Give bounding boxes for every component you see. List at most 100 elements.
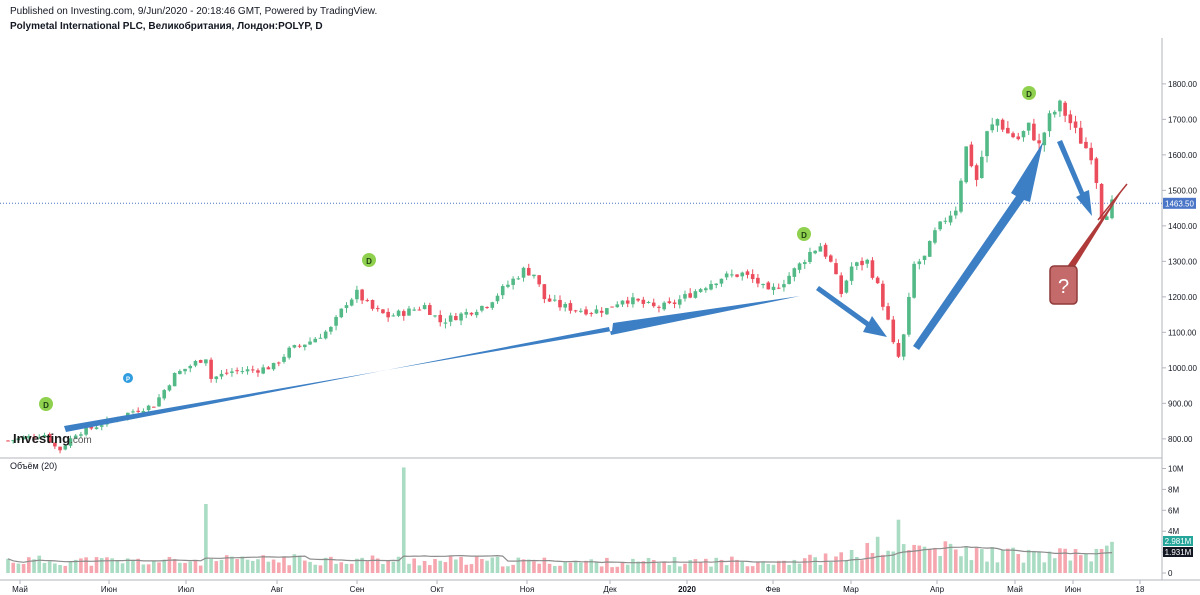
volume-bar (125, 558, 130, 573)
candle-body (922, 255, 927, 261)
candle-body (287, 347, 292, 358)
candle-body (172, 373, 177, 387)
march-drop-arrow (816, 286, 887, 337)
candle-body (1011, 133, 1015, 138)
candle-body (68, 438, 73, 446)
candle-body (959, 180, 963, 212)
volume-bar (428, 565, 432, 573)
candle-body (365, 300, 370, 302)
svg-text:D: D (43, 401, 49, 410)
candle-body (360, 289, 364, 301)
price-tick-label: 1000.00 (1168, 364, 1197, 373)
candle-body (256, 370, 260, 373)
candle-body (552, 299, 557, 301)
volume-bar (485, 560, 489, 573)
candle-body (917, 261, 922, 265)
volume-bar (943, 541, 948, 573)
candle-body (438, 314, 443, 323)
time-tick-label: Мар (843, 585, 859, 594)
volume-bar (474, 556, 479, 573)
volume-bar (584, 560, 588, 573)
price-tick-label: 1500.00 (1168, 186, 1197, 195)
candle-body (73, 435, 78, 439)
volume-bar (391, 561, 396, 573)
volume-bar (808, 554, 812, 573)
volume-bar (672, 557, 677, 573)
volume-bar (261, 555, 265, 573)
volume-bar (615, 566, 620, 573)
svg-text:D: D (801, 231, 807, 240)
candle-body (391, 315, 396, 317)
question-callout (1049, 265, 1078, 305)
candle-body (1032, 123, 1036, 141)
volume-bar (370, 555, 375, 573)
svg-text:D: D (366, 257, 372, 266)
volume-bar (344, 563, 349, 573)
candle-body (719, 278, 724, 284)
volume-bar (745, 566, 750, 573)
volume-bar (980, 549, 984, 573)
time-tick-label: Июн (1065, 585, 1081, 594)
candle-body (146, 405, 151, 411)
volume-bar (1068, 560, 1073, 573)
candle-body (334, 316, 338, 326)
candle-body (266, 367, 271, 370)
candle-body (672, 302, 677, 305)
candle-body (370, 300, 375, 309)
candle-body (1016, 136, 1021, 140)
candle-body (693, 291, 698, 298)
volume-bar (896, 519, 901, 573)
volume-bar (1063, 548, 1067, 573)
candle-body (42, 435, 47, 438)
volume-bar (454, 559, 458, 573)
volume-bar (610, 567, 614, 573)
candle-body (188, 365, 193, 369)
candle-body (219, 373, 224, 377)
candle-body (375, 308, 380, 310)
candle-body (1078, 127, 1083, 144)
candle-body (558, 299, 562, 308)
candle-body (828, 255, 833, 262)
volume-bar (1037, 551, 1041, 573)
volume-bar (21, 563, 26, 573)
candle-body (1000, 119, 1005, 130)
time-tick-label: Июн (101, 585, 117, 594)
volume-bar (938, 556, 942, 573)
volume-bar (230, 556, 234, 573)
candle-body (792, 268, 797, 277)
candle-body (745, 271, 750, 275)
volume-bar (323, 557, 328, 573)
volume-bar (860, 560, 864, 573)
volume-bar (1058, 548, 1062, 573)
candle-body (407, 308, 411, 316)
svg-text:P: P (126, 377, 130, 383)
svg-text:Investing.com: Investing.com (13, 431, 92, 446)
volume-bar (797, 563, 802, 573)
volume-bar (709, 566, 713, 573)
candle-body (396, 310, 401, 316)
candle-body (938, 221, 942, 230)
candle-body (89, 426, 94, 429)
volume-bar (313, 564, 318, 573)
volume-bar (735, 559, 739, 573)
candle-body (152, 406, 156, 408)
volume-bar (193, 560, 198, 573)
volume-bar (907, 550, 911, 573)
volume-bar (1073, 549, 1078, 573)
volume-bar (605, 557, 609, 573)
candle-body (125, 412, 130, 417)
time-tick-label: Сен (350, 585, 365, 594)
volume-bar (480, 558, 484, 573)
dividend-marker: D (1022, 86, 1036, 100)
volume-bar (599, 566, 604, 573)
candle-body (94, 427, 99, 430)
volume-bar (776, 560, 781, 573)
candle-body (1110, 199, 1114, 219)
volume-bar (172, 559, 177, 573)
time-axis-ticks: Май Июн Июл Авг Сен Окт Ноя Дек 2020 Фев Мар Апр Май… (12, 580, 1145, 594)
volume-bar (1084, 553, 1088, 573)
volume-bar (516, 557, 521, 573)
price-tick-label: 1800.00 (1168, 80, 1197, 89)
price-tick-label: 1100.00 (1168, 328, 1197, 337)
volume-bar (381, 564, 385, 573)
